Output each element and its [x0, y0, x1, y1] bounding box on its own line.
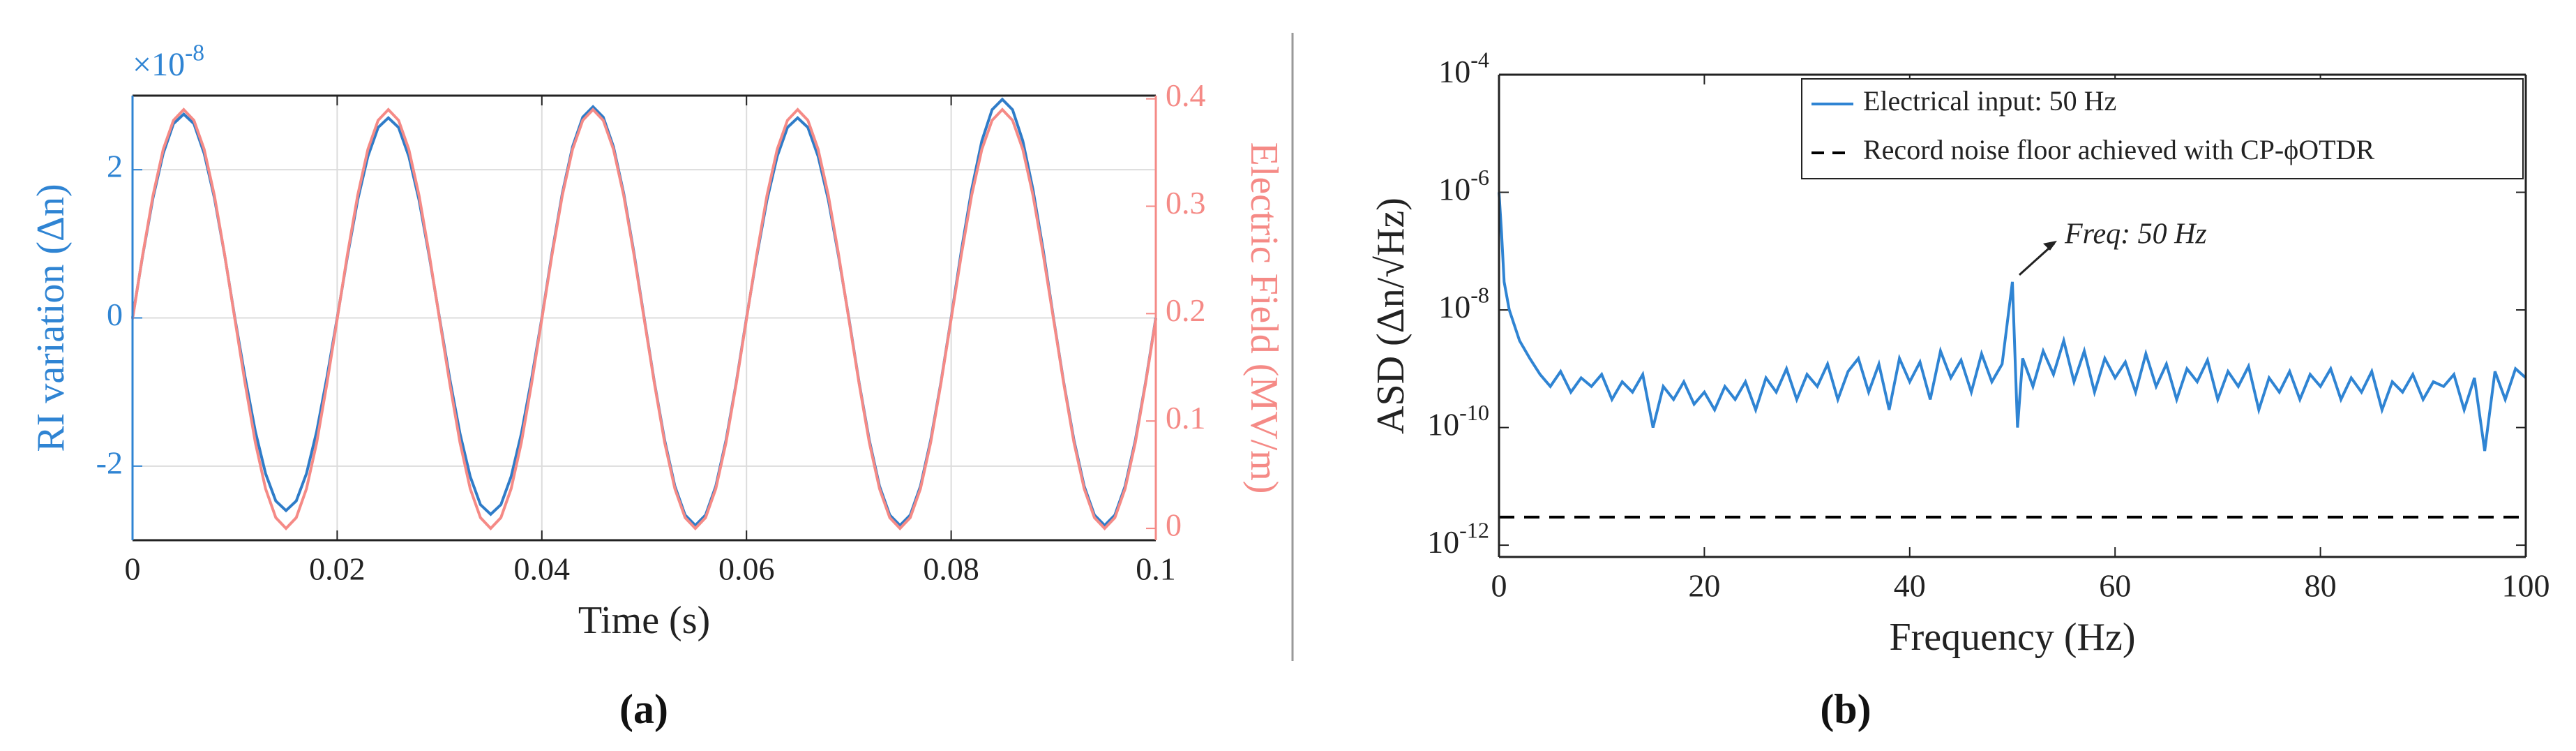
legend-label: Record noise floor achieved with CP-ϕOTD…: [1863, 134, 2374, 165]
y2-tick-label: 0.2: [1166, 292, 1206, 328]
x-axis-label: Frequency (Hz): [1890, 616, 2136, 659]
data-line: [131, 107, 1157, 530]
x-axis-label: Time (s): [578, 599, 710, 642]
y2-tick-label: 0: [1166, 507, 1182, 543]
y-tick-label: 10-10: [1427, 400, 1489, 442]
y2-tick-label: 0.1: [1166, 400, 1206, 436]
y-tick-label: 0: [107, 297, 123, 332]
x-tick-label: 0.04: [514, 551, 571, 587]
annotation-arrowhead: [2043, 240, 2057, 251]
x-tick-label: 0.1: [1136, 551, 1176, 587]
legend-box: [1801, 78, 2524, 179]
x-tick-label: 0: [125, 551, 141, 587]
x-tick-label: 20: [1688, 568, 1720, 604]
y-tick-label: 10-4: [1438, 47, 1489, 89]
x-tick-label: 0.02: [309, 551, 366, 587]
x-tick-label: 80: [2305, 568, 2337, 604]
legend-label: Electrical input: 50 Hz: [1863, 85, 2116, 117]
x-tick-label: 0.08: [923, 551, 979, 587]
y-tick-label: -2: [96, 445, 123, 480]
panel-label: (a): [619, 686, 668, 732]
y-tick-label: 10-12: [1427, 518, 1489, 560]
y-tick-label: 10-8: [1438, 283, 1489, 325]
x-tick-label: 40: [1894, 568, 1926, 604]
y-multiplier: ×10-8: [133, 40, 204, 83]
y2-axis-label: Electric Field (MV/m): [1242, 142, 1286, 494]
x-tick-label: 100: [2502, 568, 2550, 604]
x-tick-label: 0: [1491, 568, 1507, 604]
y2-tick-label: 0.4: [1166, 77, 1206, 113]
y-tick-label: 10-6: [1438, 165, 1489, 207]
y-axis-label: RI variation (Δn): [29, 184, 73, 452]
y-axis-label: ASD (Δn/√Hz): [1369, 198, 1413, 434]
panel-label: (b): [1820, 686, 1871, 732]
x-tick-label: 60: [2099, 568, 2131, 604]
x-tick-label: 0.06: [718, 551, 775, 587]
y2-tick-label: 0.3: [1166, 185, 1206, 221]
annotation: Freq: 50 Hz: [2064, 218, 2207, 250]
data-line: [1498, 192, 2527, 452]
y-tick-label: 2: [107, 149, 123, 184]
